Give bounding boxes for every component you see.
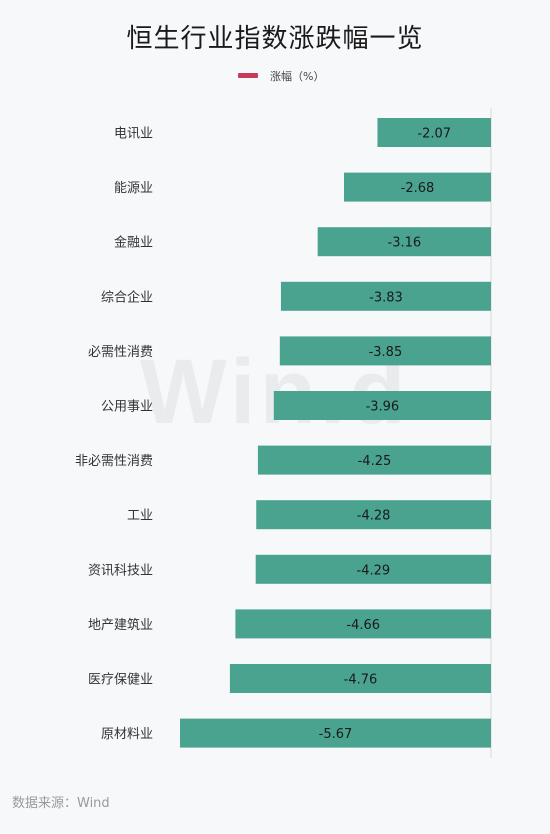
chart-title: 恒生行业指数涨跌幅一览 <box>126 24 424 54</box>
bar <box>256 500 491 530</box>
data-label: -4.76 <box>344 673 378 688</box>
legend-label: 涨幅（%） <box>270 70 325 83</box>
data-label: -4.66 <box>346 618 380 633</box>
data-label: -4.29 <box>357 563 391 578</box>
category-tick-label: 工业 <box>127 509 153 524</box>
source-note: 数据来源：Wind <box>12 796 110 811</box>
category-tick-label: 能源业 <box>114 181 153 196</box>
data-label: -4.25 <box>358 454 392 469</box>
category-tick-label: 综合企业 <box>101 289 153 305</box>
legend: 涨幅（%） <box>0 68 550 88</box>
category-tick-label: 金融业 <box>114 235 153 251</box>
data-label: -4.28 <box>357 509 391 524</box>
bar <box>344 172 491 202</box>
data-label: -3.83 <box>369 290 403 305</box>
category-tick-label: 非必需性消费 <box>75 454 153 469</box>
category-tick-label: 医疗保健业 <box>88 673 153 688</box>
category-tick-label: 资讯科技业 <box>88 563 153 578</box>
data-label: -3.96 <box>366 400 400 415</box>
category-tick-label: 必需性消费 <box>88 345 153 360</box>
data-label: -5.67 <box>319 727 353 742</box>
bar <box>235 609 491 639</box>
category-tick-label: 公用事业 <box>101 400 153 415</box>
bar <box>180 718 491 748</box>
category-tick-label: 原材料业 <box>101 727 153 742</box>
bar <box>229 664 491 693</box>
legend-swatch <box>238 73 258 78</box>
data-label: -2.68 <box>401 181 435 196</box>
bar <box>257 445 491 475</box>
category-tick-label: 电讯业 <box>114 127 153 142</box>
bar <box>255 554 491 584</box>
category-tick-label: 地产建筑业 <box>88 617 153 633</box>
bar <box>317 227 491 257</box>
data-label: -3.16 <box>388 236 422 251</box>
bar <box>279 336 491 366</box>
bar <box>377 118 491 147</box>
data-label: -3.85 <box>369 345 403 360</box>
data-label: -2.07 <box>417 127 451 142</box>
bar <box>273 391 491 420</box>
bar <box>280 281 491 311</box>
